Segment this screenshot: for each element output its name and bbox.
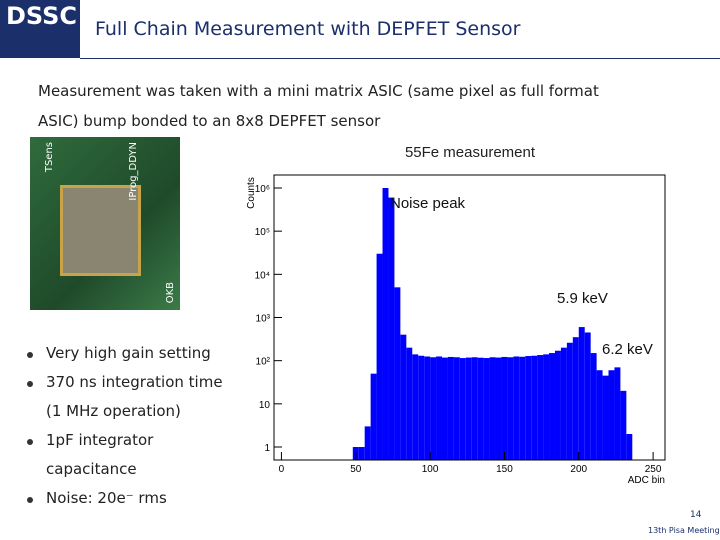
histogram-bar (430, 357, 437, 460)
annotation: 6.2 keV (602, 341, 653, 358)
header-rule (80, 58, 720, 59)
y-tick-label: 10² (256, 357, 271, 368)
histogram-bar (441, 357, 448, 460)
histogram-bar (596, 370, 603, 460)
intro-text: Measurement was taken with a mini matrix… (38, 82, 599, 100)
histogram-bar (572, 337, 579, 460)
histogram-bar (531, 355, 538, 460)
x-axis-label: ADC bin (628, 475, 665, 486)
bullet-text: capacitance (46, 460, 137, 478)
annotation: 5.9 keV (557, 290, 608, 307)
histogram-bar (525, 356, 532, 460)
histogram-bar (406, 347, 413, 460)
histogram-bar (436, 356, 442, 460)
histogram-bar (364, 426, 371, 460)
bullet-text: 1pF integrator (46, 431, 154, 449)
y-tick-label: 10³ (256, 314, 271, 325)
histogram-bar (465, 357, 472, 460)
x-tick-label: 50 (350, 464, 362, 475)
x-tick-label: 250 (645, 464, 662, 475)
bullet-dot (27, 352, 33, 358)
histogram-bar (495, 357, 502, 460)
histogram-bar (537, 355, 544, 460)
chart-title: 55Fe measurement (405, 144, 536, 161)
histogram-bar (483, 358, 490, 460)
histogram-bar (370, 373, 377, 460)
histogram-bar (578, 327, 585, 460)
histogram-bar (400, 334, 407, 460)
annotation: Noise peak (390, 195, 466, 212)
x-tick-label: 150 (496, 464, 513, 475)
histogram-bar (477, 357, 484, 460)
histogram-bar (453, 357, 460, 460)
histogram-bar (358, 447, 365, 460)
bullet-dot (27, 439, 33, 445)
histogram-bar (418, 355, 425, 460)
y-tick-label: 10⁴ (255, 270, 270, 281)
histogram-bar (566, 342, 573, 460)
histogram-bar (394, 287, 401, 460)
bullet-dot (27, 497, 33, 503)
histogram-bar (608, 370, 615, 460)
bullet-text: Very high gain setting (46, 344, 211, 362)
x-tick-label: 100 (422, 464, 439, 475)
histogram-bar (549, 353, 555, 460)
intro-text: ASIC) bump bonded to an 8x8 DEPFET senso… (38, 112, 381, 130)
histogram-bar (447, 356, 454, 460)
histogram-bar (554, 350, 561, 460)
histogram-bar (590, 353, 597, 460)
histogram-bar (376, 253, 383, 460)
histogram-bar (584, 332, 591, 460)
bullet-dot (27, 381, 33, 387)
y-tick-label: 10⁶ (255, 184, 270, 195)
histogram-bar (388, 197, 395, 460)
histogram-bar (471, 357, 478, 460)
histogram-bar (602, 375, 609, 460)
histogram-bar (620, 390, 627, 460)
slide-title: Full Chain Measurement with DEPFET Senso… (95, 18, 521, 40)
y-tick-label: 1 (264, 443, 270, 454)
histogram-bar (513, 356, 520, 460)
histogram-bar (543, 354, 550, 460)
histogram-bar (382, 187, 389, 460)
histogram-bar (626, 434, 633, 460)
logo: DSSC (0, 0, 80, 58)
histogram-bar (489, 357, 496, 460)
histogram-bar (501, 356, 508, 460)
chip (60, 185, 141, 276)
x-tick-label: 0 (279, 464, 285, 475)
page-number: 14 (690, 510, 702, 520)
histogram-bar (560, 347, 567, 460)
bullet-text: (1 MHz operation) (46, 402, 181, 420)
histogram-bar (424, 356, 431, 460)
y-tick-label: 10 (259, 400, 271, 411)
histogram-bar (614, 367, 621, 460)
bullet-text: 370 ns integration time (46, 373, 223, 391)
x-tick-label: 200 (570, 464, 587, 475)
bullet-text: Noise: 20e⁻ rms (46, 489, 167, 507)
y-tick-label: 10⁵ (255, 227, 270, 238)
histogram-bar (459, 358, 466, 460)
histogram-bar (519, 356, 526, 460)
y-axis-label: Counts (246, 177, 257, 209)
footer-text: 13th Pisa Meeting (648, 526, 720, 535)
histogram-bar (412, 354, 419, 460)
histogram-bar (507, 357, 514, 460)
